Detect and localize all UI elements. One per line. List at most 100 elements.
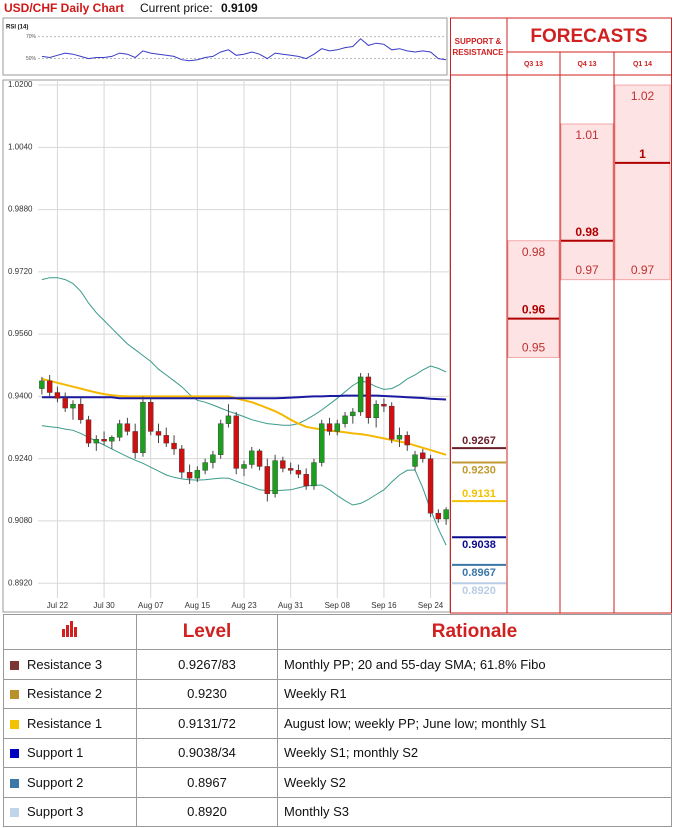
candle-body <box>249 450 255 465</box>
level-name-cell: Resistance 3 <box>3 649 137 680</box>
candle-body <box>186 472 193 479</box>
candle-body <box>357 376 364 413</box>
y-tick-label: 0.9880 <box>8 205 33 214</box>
candle-body <box>280 460 286 469</box>
table-row: Support 3 0.8920 Monthly S3 <box>3 796 672 827</box>
candle-body <box>46 380 53 393</box>
y-tick-label: 1.0040 <box>8 142 33 151</box>
forecast-mid-label: 0.98 <box>575 225 599 239</box>
table-row: Resistance 1 0.9131/72 August low; weekly … <box>3 708 672 739</box>
candle-body <box>202 462 208 471</box>
column-label: Q3 13 <box>524 61 543 68</box>
candle-body <box>109 437 115 442</box>
forecast-range <box>507 240 560 358</box>
column-header: Rationale <box>277 614 672 650</box>
color-swatch <box>10 808 19 818</box>
candle-body <box>225 415 232 424</box>
forecast-range <box>614 84 671 281</box>
y-tick-label: 0.9240 <box>8 454 33 463</box>
level-name-cell: Support 3 <box>3 796 137 827</box>
column-label: Q1 14 <box>633 61 652 68</box>
overlay-line <box>41 377 447 456</box>
candle-body <box>311 462 317 487</box>
level-name-cell: Support 2 <box>3 767 137 798</box>
candle-body <box>326 423 333 432</box>
forecast-title: FORECASTS <box>530 26 647 47</box>
candle-body <box>155 431 162 436</box>
y-tick-label: 0.9560 <box>8 329 33 338</box>
y-tick-label: 50% <box>26 56 37 62</box>
level-value: 0.9038/34 <box>136 737 278 768</box>
candle-body <box>217 423 224 455</box>
level-label: 0.8967 <box>462 567 496 579</box>
level-value: 0.9131/72 <box>136 708 278 739</box>
color-swatch <box>10 690 19 700</box>
color-swatch <box>10 719 19 729</box>
rsi-frame <box>2 17 448 76</box>
level-label: 0.9267 <box>462 435 496 447</box>
level-name: Resistance 3 <box>27 656 103 672</box>
x-tick-label: Aug 07 <box>138 601 164 610</box>
forecast-low-label: 0.97 <box>575 263 599 277</box>
level-label: 0.9230 <box>462 464 496 476</box>
candle-body <box>93 439 100 444</box>
candle-body <box>85 419 92 444</box>
candle-body <box>179 448 185 473</box>
x-tick-label: Sep 24 <box>418 601 444 610</box>
candle-body <box>396 435 403 440</box>
candle-body <box>101 439 107 442</box>
candle-body <box>70 403 76 409</box>
candle-body <box>194 470 201 479</box>
rationale: Weekly S1; monthly S2 <box>277 737 672 768</box>
x-tick-label: Jul 22 <box>47 601 69 610</box>
overlay-line <box>41 394 447 401</box>
x-tick-label: Sep 08 <box>325 601 351 610</box>
panel-frame <box>450 17 672 614</box>
bar-icon <box>62 621 77 637</box>
candle-body <box>287 468 294 471</box>
candle-body <box>295 470 302 475</box>
candle-body <box>404 435 410 446</box>
x-tick-label: Aug 31 <box>278 601 304 610</box>
table-row: Resistance 3 0.9267/83 Monthly PP; 20 and … <box>3 649 672 680</box>
y-tick-label: 0.9720 <box>8 267 33 276</box>
level-name: Support 1 <box>27 745 84 761</box>
forecast-mid-label: 0.96 <box>522 303 546 317</box>
chart-area: USD/CHF Daily Chart Current price: 0.910… <box>2 1 672 614</box>
level-name: Resistance 2 <box>27 686 103 702</box>
candle-body <box>373 403 379 419</box>
candle-body <box>171 442 177 450</box>
candle-body <box>319 423 325 463</box>
table-row: Support 2 0.8967 Weekly S2 <box>3 767 672 798</box>
forecast-low-label: 0.97 <box>631 263 655 277</box>
forecast-high-label: 1.01 <box>575 128 599 142</box>
level-name-cell: Support 1 <box>3 737 137 768</box>
table-body: Resistance 3 0.9267/83 Monthly PP; 20 and … <box>3 649 672 827</box>
level-label: 0.8920 <box>462 585 496 597</box>
candle-body <box>381 403 387 407</box>
icon-cell <box>3 614 137 650</box>
candle-body <box>116 423 123 438</box>
y-tick-label: 0.9400 <box>8 392 33 401</box>
level-name-cell: Resistance 1 <box>3 708 137 739</box>
y-tick-label: 1.0200 <box>8 80 33 89</box>
x-tick-label: Aug 23 <box>231 601 257 610</box>
overlay-line <box>41 425 447 546</box>
candle-body <box>303 474 309 487</box>
chart-title: USD/CHF Daily Chart <box>4 1 124 15</box>
rationale: Monthly S3 <box>277 796 672 827</box>
candle-body <box>435 512 442 520</box>
rationale: August low; weekly PP; June low; monthly… <box>277 708 672 739</box>
side-title: RESISTANCE <box>453 48 505 57</box>
color-swatch <box>10 778 19 788</box>
candle-body <box>443 509 449 520</box>
candle-body <box>233 415 239 469</box>
price-value: 0.9109 <box>221 1 258 15</box>
rsi-line <box>41 38 447 62</box>
level-name-cell: Resistance 2 <box>3 678 137 709</box>
rationale: Weekly R1 <box>277 678 672 709</box>
candle-body <box>350 411 356 417</box>
candle-body <box>412 454 418 467</box>
candle-body <box>54 392 61 399</box>
level-name: Resistance 1 <box>27 715 103 731</box>
